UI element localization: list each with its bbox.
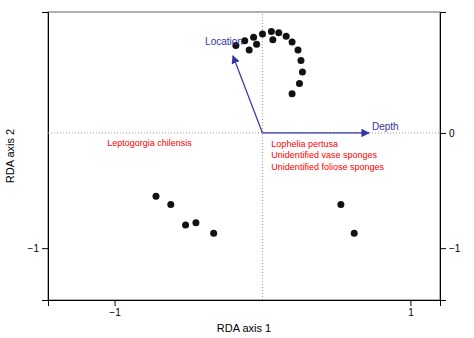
y2-tick: −1 <box>440 243 461 254</box>
point <box>269 36 276 43</box>
y-tick-label: −1 <box>28 243 40 254</box>
point <box>337 201 344 208</box>
x-tick-mark <box>115 300 116 306</box>
y2-tick-label: 0 <box>449 128 455 139</box>
point <box>210 230 217 237</box>
point <box>167 201 174 208</box>
y2-axis: 0 −1 <box>440 13 461 301</box>
point <box>246 47 253 54</box>
y2-tick-mark <box>440 248 446 249</box>
annotation: Unidentified foliose sponges <box>271 162 384 172</box>
point <box>275 29 282 36</box>
y-tick-mark <box>42 248 48 249</box>
arrow-label: Depth <box>372 121 399 132</box>
point <box>299 68 306 75</box>
y-axis-title: RDA axis 2 <box>4 129 16 183</box>
y-axis-line <box>42 13 49 301</box>
arrow <box>233 56 263 133</box>
point <box>192 219 199 226</box>
y2-tick: 0 <box>440 128 455 139</box>
reference-line <box>262 12 263 300</box>
x-axis-title: RDA axis 1 <box>217 322 271 334</box>
y2-tick-label: −1 <box>449 243 461 254</box>
plot-area <box>48 12 440 300</box>
x-tick: −1 <box>109 300 121 318</box>
x-tick-label: −1 <box>109 307 121 318</box>
chart: −1 1 −1 0 −1 RDA axis 1 RDA axis 2 Location Dept… <box>0 0 474 338</box>
reference-line <box>48 132 440 133</box>
point <box>182 222 189 229</box>
point <box>259 30 266 37</box>
point <box>289 38 296 45</box>
point <box>297 57 304 64</box>
point <box>289 90 296 97</box>
point <box>296 80 303 87</box>
x-tick-mark <box>410 300 411 306</box>
arrow <box>262 132 369 133</box>
annotation: Lophelia pertusa <box>271 139 338 149</box>
x-tick: 1 <box>408 300 414 318</box>
y2-axis-line <box>441 13 447 301</box>
point <box>268 28 275 35</box>
annotation: Unidentified vase sponges <box>271 150 377 160</box>
point <box>152 193 159 200</box>
point <box>294 47 301 54</box>
x-axis-line <box>49 301 441 307</box>
x-axis: −1 1 <box>49 300 441 318</box>
y-tick: −1 <box>28 243 48 254</box>
point <box>283 33 290 40</box>
point <box>250 34 257 41</box>
arrow-label: Location <box>205 36 243 47</box>
point <box>351 230 358 237</box>
x-tick-label: 1 <box>408 307 414 318</box>
point-series <box>152 193 357 237</box>
labels: Location Depth Leptogorgia chilensis Lophel… <box>107 36 398 171</box>
point <box>253 41 260 48</box>
y2-tick-mark <box>440 133 446 134</box>
plot-frame <box>48 12 440 300</box>
y-axis: −1 <box>28 13 49 301</box>
point-series <box>232 28 306 97</box>
annotation: Leptogorgia chilensis <box>107 138 192 148</box>
